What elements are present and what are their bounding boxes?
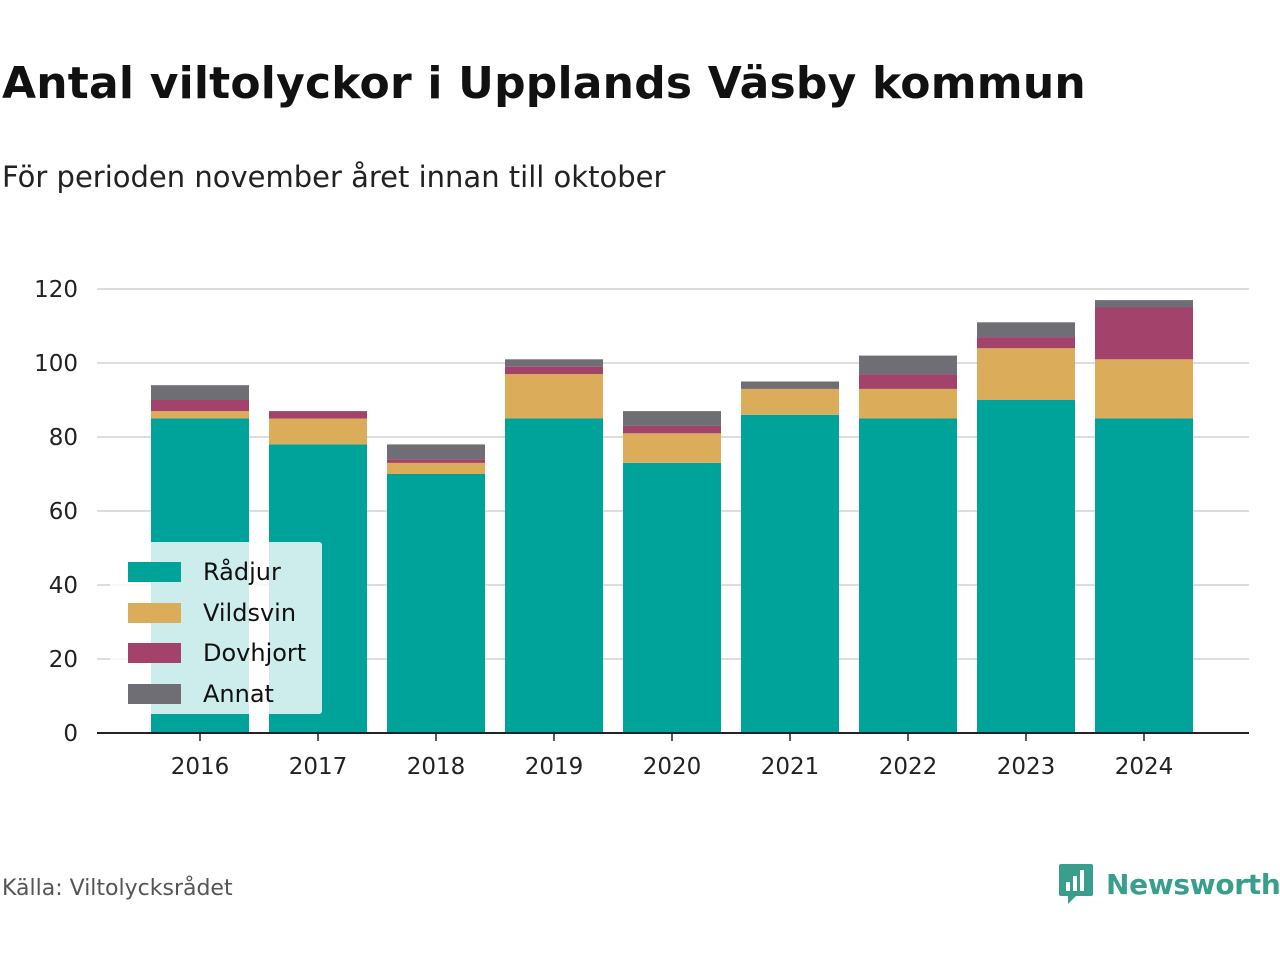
x-tick-label: 2016: [171, 754, 230, 780]
bar-segment-dovhjort-2020: [623, 425, 721, 434]
x-tick-label: 2020: [643, 754, 702, 780]
y-tick-label: 20: [49, 647, 78, 673]
bar-segment-annat-2019: [505, 359, 603, 367]
y-tick-label: 80: [49, 425, 78, 451]
x-tick-label: 2017: [289, 754, 348, 780]
bar-segment-vildsvin-2020: [623, 433, 721, 463]
x-tick-label: 2018: [407, 754, 466, 780]
bar-segment-radjur-2020: [623, 462, 721, 733]
y-tick-label: 0: [63, 721, 78, 747]
legend-swatch-annat: [128, 683, 181, 704]
brand-name: Newsworthy: [1106, 867, 1280, 901]
bar-segment-annat-2022: [859, 355, 957, 375]
chart-subtitle: För perioden november året innan till ok…: [2, 160, 666, 194]
legend: Rådjur Vildsvin Dovhjort Annat: [110, 542, 322, 714]
bar-segment-annat-2023: [977, 322, 1075, 338]
legend-item-vildsvin: Vildsvin: [110, 593, 322, 634]
x-tick-label: 2024: [1115, 754, 1174, 780]
bar-segment-radjur-2024: [1095, 418, 1193, 733]
bar-segment-radjur-2018: [387, 474, 485, 733]
legend-label-vildsvin: Vildsvin: [203, 598, 297, 627]
bar-segment-radjur-2019: [505, 418, 603, 733]
bar-segment-dovhjort-2019: [505, 366, 603, 375]
bar-segment-annat-2018: [387, 444, 485, 460]
bar-segment-vildsvin-2016: [151, 411, 249, 419]
bar-segment-vildsvin-2023: [977, 348, 1075, 400]
x-tick-label: 2022: [879, 754, 938, 780]
legend-label-radjur: Rådjur: [203, 558, 281, 587]
bar-segment-dovhjort-2024: [1095, 307, 1193, 360]
legend-swatch-dovhjort: [128, 643, 181, 664]
bar-segment-radjur-2022: [859, 418, 957, 733]
bar-segment-annat-2020: [623, 411, 721, 426]
bar-segment-annat-2024: [1095, 300, 1193, 308]
bar-chart-speech-bubble-icon: [1059, 864, 1093, 904]
bar-segment-radjur-2023: [977, 400, 1075, 733]
bar-segment-radjur-2021: [741, 414, 839, 733]
y-tick-label: 40: [49, 573, 78, 599]
legend-label-dovhjort: Dovhjort: [203, 639, 307, 668]
bar-segment-dovhjort-2023: [977, 337, 1075, 349]
y-tick-label: 60: [49, 499, 78, 525]
bar-segment-vildsvin-2021: [741, 388, 839, 415]
bar-segment-annat-2016: [151, 385, 249, 400]
bar-segment-dovhjort-2016: [151, 400, 249, 412]
bar-segment-vildsvin-2019: [505, 374, 603, 419]
legend-item-dovhjort: Dovhjort: [110, 633, 322, 674]
legend-label-annat: Annat: [203, 679, 274, 708]
legend-swatch-radjur: [128, 562, 181, 583]
source-note: Källa: Viltolycksrådet: [2, 876, 233, 901]
x-tick-label: 2023: [997, 754, 1056, 780]
bar-segment-dovhjort-2018: [387, 459, 485, 463]
bar-segment-vildsvin-2018: [387, 462, 485, 474]
bar-segment-annat-2021: [741, 381, 839, 389]
bar-segment-vildsvin-2022: [859, 388, 957, 419]
legend-swatch-vildsvin: [128, 602, 181, 623]
x-tick-label: 2021: [761, 754, 820, 780]
legend-item-radjur: Rådjur: [110, 552, 322, 593]
bar-segment-dovhjort-2022: [859, 374, 957, 389]
y-tick-label: 100: [34, 351, 78, 377]
axes: 0 20 40 60 80 100 120 2016 2017 2018 2019 2020 2021 2…: [34, 277, 1249, 780]
x-tick-label: 2019: [525, 754, 584, 780]
chart-title: Antal viltolyckor i Upplands Väsby kommu…: [2, 58, 1086, 109]
bar-segment-vildsvin-2024: [1095, 359, 1193, 419]
brand[interactable]: Newsworthy: [1058, 862, 1280, 906]
y-tick-label: 120: [34, 277, 78, 303]
bar-segment-vildsvin-2017: [269, 418, 367, 445]
bar-segment-dovhjort-2017: [269, 411, 367, 419]
legend-item-annat: Annat: [110, 674, 322, 715]
